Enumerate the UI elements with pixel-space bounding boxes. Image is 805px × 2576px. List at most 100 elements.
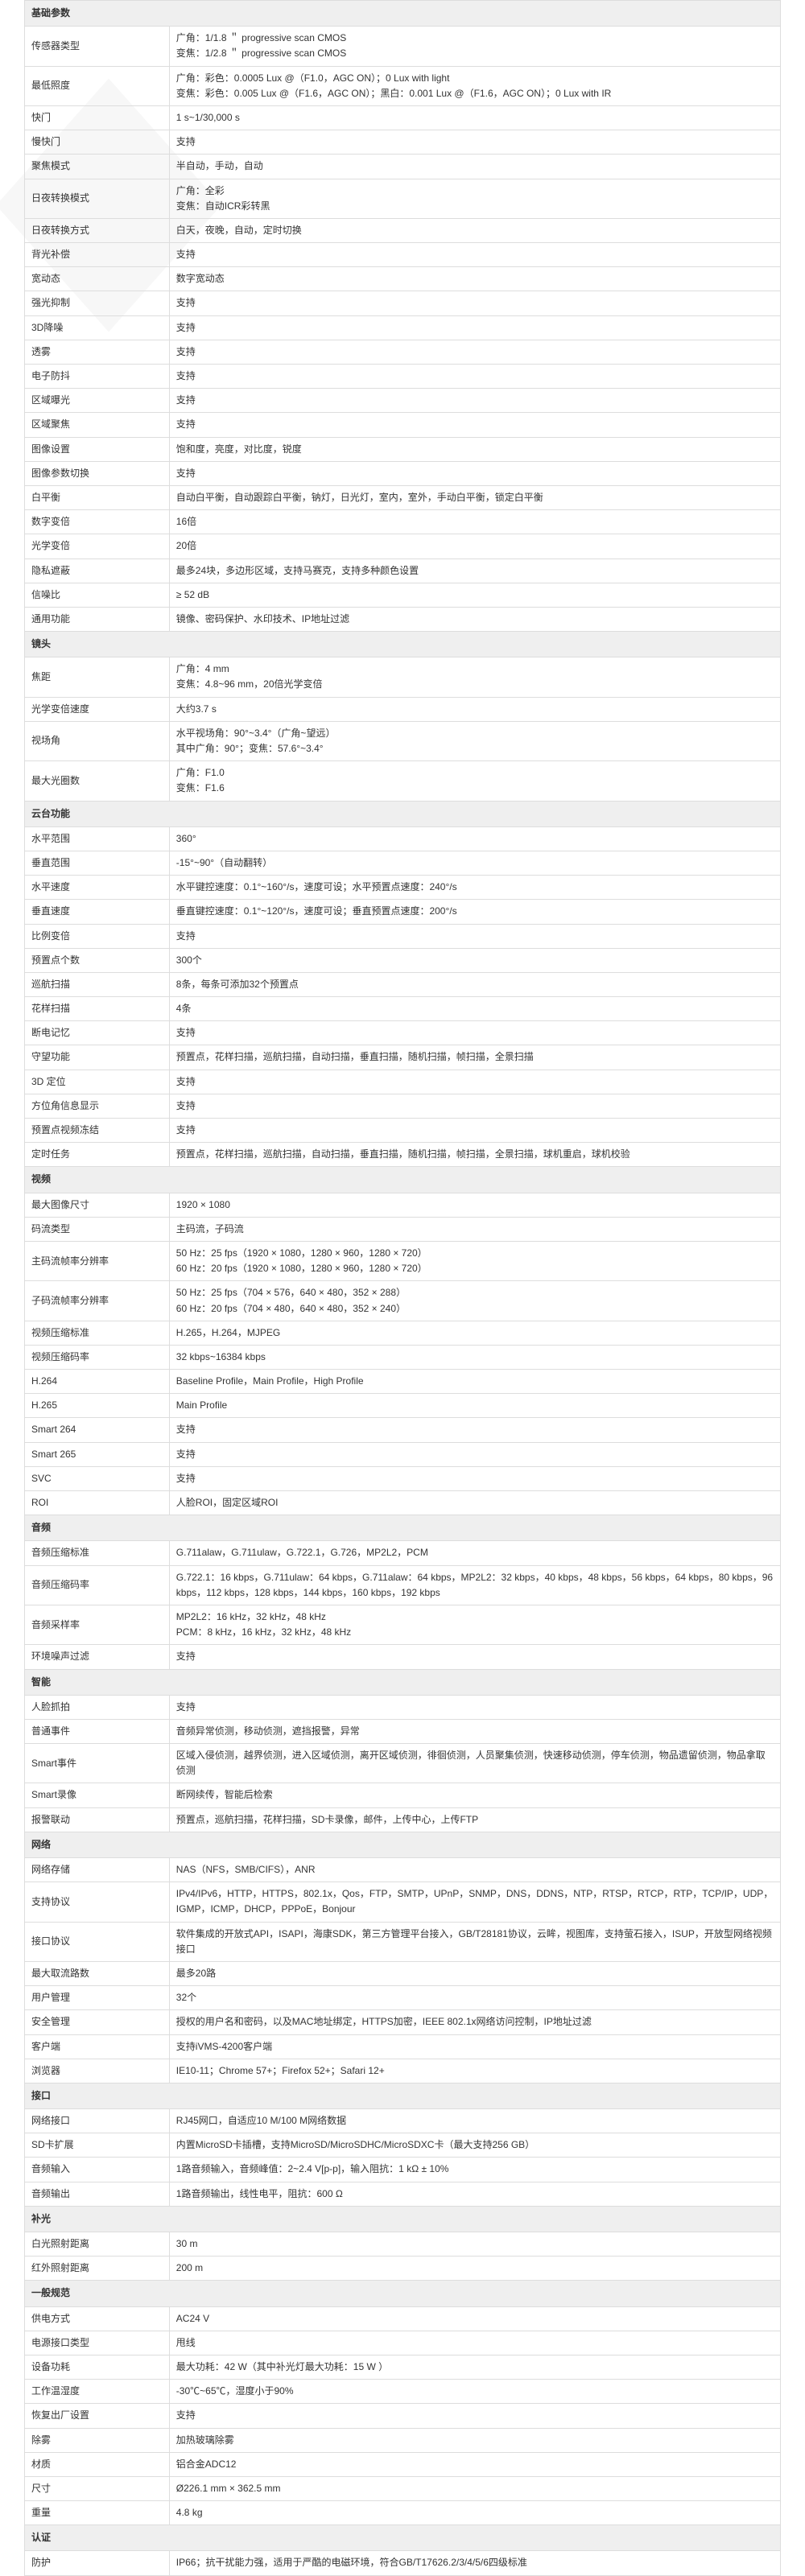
spec-value: 支持 — [169, 924, 780, 948]
spec-value: 200 m — [169, 2257, 780, 2281]
spec-value: Ø226.1 mm × 362.5 mm — [169, 2476, 780, 2500]
spec-value: 主码流，子码流 — [169, 1217, 780, 1241]
spec-row: 视场角水平视场角：90°~3.4°（广角~望远）其中广角：90°；变焦：57.6… — [25, 721, 781, 760]
spec-value: AC24 V — [169, 2306, 780, 2331]
spec-row: 重量4.8 kg — [25, 2501, 781, 2525]
spec-row: 电源接口类型甩线 — [25, 2331, 781, 2355]
spec-row: 电子防抖支持 — [25, 365, 781, 389]
section-header: 智能 — [25, 1669, 781, 1695]
spec-label: 环境噪声过滤 — [25, 1645, 170, 1669]
spec-label: 图像设置 — [25, 437, 170, 461]
spec-value: 20倍 — [169, 534, 780, 558]
spec-row: 人脸抓拍支持 — [25, 1695, 781, 1719]
spec-value: 铝合金ADC12 — [169, 2452, 780, 2476]
spec-label: 数字变倍 — [25, 510, 170, 534]
spec-value: 自动白平衡，自动跟踪白平衡，钠灯，日光灯，室内，室外，手动白平衡，锁定白平衡 — [169, 485, 780, 509]
spec-label: 报警联动 — [25, 1807, 170, 1832]
spec-label: 背光补偿 — [25, 243, 170, 267]
spec-row: 音频采样率MP2L2：16 kHz，32 kHz，48 kHzPCM：8 kHz… — [25, 1605, 781, 1644]
spec-row: 客户端支持iVMS-4200客户端 — [25, 2034, 781, 2059]
spec-row: 最低照度广角：彩色：0.0005 Lux @（F1.0，AGC ON）；0 Lu… — [25, 66, 781, 105]
spec-label: 码流类型 — [25, 1217, 170, 1241]
spec-value: 垂直键控速度：0.1°~120°/s，速度可设；垂直预置点速度：200°/s — [169, 900, 780, 924]
spec-value: 广角：全彩变焦：自动ICR彩转黑 — [169, 179, 780, 218]
spec-label: 聚焦模式 — [25, 155, 170, 179]
spec-row: 光学变倍20倍 — [25, 534, 781, 558]
spec-label: 除雾 — [25, 2428, 170, 2452]
spec-row: 3D降噪支持 — [25, 315, 781, 340]
spec-label: 巡航扫描 — [25, 972, 170, 996]
spec-label: 快门 — [25, 105, 170, 130]
spec-label: 恢复出厂设置 — [25, 2404, 170, 2428]
spec-value: G.711alaw，G.711ulaw，G.722.1，G.726，MP2L2，… — [169, 1541, 780, 1565]
spec-label: 最大图像尺寸 — [25, 1193, 170, 1217]
spec-row: 子码流帧率分辨率50 Hz：25 fps（704 × 576，640 × 480… — [25, 1281, 781, 1321]
spec-value: 8条，每条可添加32个预置点 — [169, 972, 780, 996]
spec-label: 隐私遮蔽 — [25, 558, 170, 583]
spec-row: 背光补偿支持 — [25, 243, 781, 267]
spec-value: 支持 — [169, 1466, 780, 1490]
spec-label: 日夜转换模式 — [25, 179, 170, 218]
spec-value: Baseline Profile，Main Profile，High Profi… — [169, 1370, 780, 1394]
spec-row: 预置点个数300个 — [25, 948, 781, 972]
spec-label: 供电方式 — [25, 2306, 170, 2331]
spec-label: 花样扫描 — [25, 997, 170, 1021]
spec-value: -30℃~65℃，湿度小于90% — [169, 2380, 780, 2404]
spec-value: 最大功耗：42 W（其中补光灯最大功耗：15 W ） — [169, 2355, 780, 2379]
spec-label: 视频压缩码率 — [25, 1345, 170, 1369]
spec-label: 网络接口 — [25, 2109, 170, 2133]
spec-row: 区域曝光支持 — [25, 389, 781, 413]
spec-value: 预置点，巡航扫描，花样扫描，SD卡录像，邮件，上传中心，上传FTP — [169, 1807, 780, 1832]
spec-label: 最大光圈数 — [25, 761, 170, 801]
spec-label: H.265 — [25, 1394, 170, 1418]
spec-value: IP66；抗干扰能力强，适用于严酷的电磁环境，符合GB/T17626.2/3/4… — [169, 2551, 780, 2575]
section-header: 接口 — [25, 2083, 781, 2108]
spec-value: NAS（NFS，SMB/CIFS），ANR — [169, 1858, 780, 1882]
spec-label: 网络存储 — [25, 1858, 170, 1882]
spec-row: Smart事件区域入侵侦测，越界侦测，进入区域侦测，离开区域侦测，徘徊侦测，人员… — [25, 1744, 781, 1783]
spec-row: 最大图像尺寸1920 × 1080 — [25, 1193, 781, 1217]
spec-value: 支持 — [169, 340, 780, 364]
spec-value: 32个 — [169, 1986, 780, 2010]
spec-value: 支持 — [169, 1418, 780, 1442]
spec-label: SD卡扩展 — [25, 2133, 170, 2158]
spec-label: 安全管理 — [25, 2010, 170, 2034]
spec-label: Smart 265 — [25, 1442, 170, 1466]
spec-label: 最低照度 — [25, 66, 170, 105]
spec-label: 断电记忆 — [25, 1021, 170, 1045]
spec-row: ROI人脸ROI，固定区域ROI — [25, 1491, 781, 1515]
spec-label: 日夜转换方式 — [25, 218, 170, 242]
spec-value: RJ45网口，自适应10 M/100 M网络数据 — [169, 2109, 780, 2133]
spec-value: 1920 × 1080 — [169, 1193, 780, 1217]
spec-value: 4.8 kg — [169, 2501, 780, 2525]
spec-row: 码流类型主码流，子码流 — [25, 1217, 781, 1241]
spec-row: 防护IP66；抗干扰能力强，适用于严酷的电磁环境，符合GB/T17626.2/3… — [25, 2551, 781, 2575]
spec-label: 人脸抓拍 — [25, 1695, 170, 1719]
spec-table: 基础参数传感器类型广角：1/1.8 ＂ progressive scan CMO… — [24, 0, 781, 2576]
spec-label: 透雾 — [25, 340, 170, 364]
spec-label: 区域曝光 — [25, 389, 170, 413]
spec-row: 图像参数切换支持 — [25, 461, 781, 485]
spec-label: 宽动态 — [25, 267, 170, 291]
spec-row: 透雾支持 — [25, 340, 781, 364]
spec-value: 广角：彩色：0.0005 Lux @（F1.0，AGC ON）；0 Lux wi… — [169, 66, 780, 105]
spec-row: 垂直范围-15°~90°（自动翻转） — [25, 851, 781, 875]
spec-row: 白光照射距离30 m — [25, 2232, 781, 2257]
spec-row: H.264Baseline Profile，Main Profile，High … — [25, 1370, 781, 1394]
spec-row: 普通事件音频异常侦测，移动侦测，遮挡报警，异常 — [25, 1719, 781, 1743]
spec-value: H.265，H.264，MJPEG — [169, 1321, 780, 1345]
spec-row: 日夜转换方式白天，夜晚，自动，定时切换 — [25, 218, 781, 242]
spec-label: 音频采样率 — [25, 1605, 170, 1644]
spec-row: 宽动态数字宽动态 — [25, 267, 781, 291]
spec-value: 甩线 — [169, 2331, 780, 2355]
spec-label: H.264 — [25, 1370, 170, 1394]
spec-row: 通用功能镜像、密码保护、水印技术、IP地址过滤 — [25, 607, 781, 631]
spec-row: 区域聚焦支持 — [25, 413, 781, 437]
spec-row: 恢复出厂设置支持 — [25, 2404, 781, 2428]
spec-row: 花样扫描4条 — [25, 997, 781, 1021]
spec-row: 光学变倍速度大约3.7 s — [25, 697, 781, 721]
spec-value: 支持 — [169, 461, 780, 485]
spec-value: G.722.1：16 kbps，G.711ulaw：64 kbps，G.711a… — [169, 1565, 780, 1605]
spec-row: 支持协议IPv4/IPv6，HTTP，HTTPS，802.1x，Qos，FTP，… — [25, 1882, 781, 1922]
spec-row: 方位角信息显示支持 — [25, 1094, 781, 1118]
